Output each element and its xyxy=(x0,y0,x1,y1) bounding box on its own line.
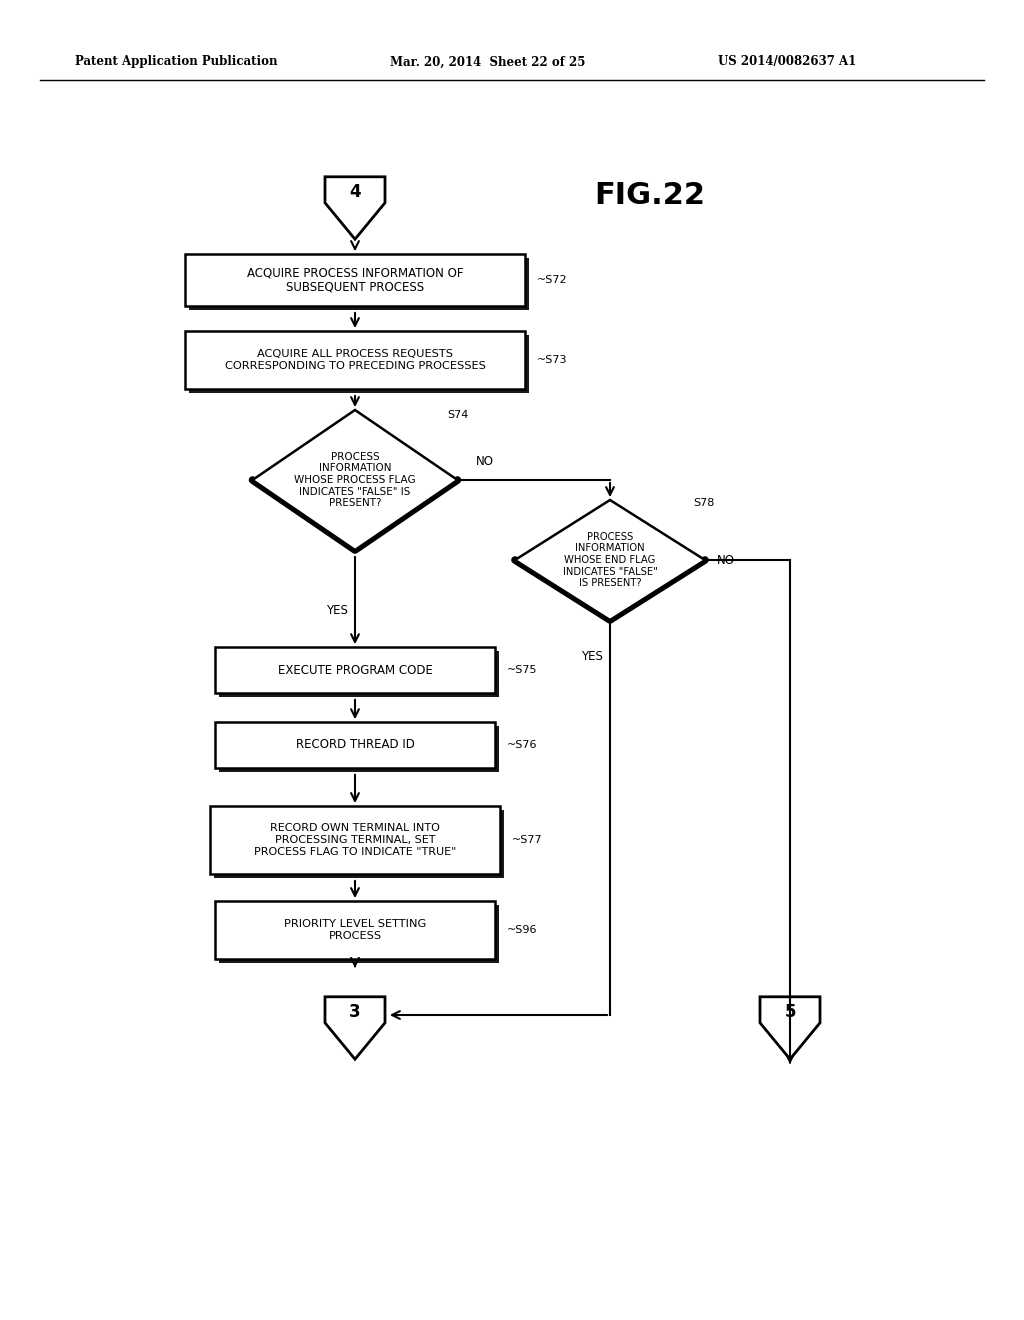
Text: US 2014/0082637 A1: US 2014/0082637 A1 xyxy=(718,55,856,69)
Bar xyxy=(215,722,495,768)
Polygon shape xyxy=(325,997,385,1059)
Text: YES: YES xyxy=(581,649,603,663)
Polygon shape xyxy=(760,997,820,1059)
Polygon shape xyxy=(515,500,705,620)
Bar xyxy=(185,331,525,389)
Text: PROCESS
INFORMATION
WHOSE PROCESS FLAG
INDICATES "FALSE" IS
PRESENT?: PROCESS INFORMATION WHOSE PROCESS FLAG I… xyxy=(294,451,416,508)
Text: ~S73: ~S73 xyxy=(537,355,567,366)
Text: NO: NO xyxy=(717,553,735,566)
Text: Patent Application Publication: Patent Application Publication xyxy=(75,55,278,69)
Text: ~S76: ~S76 xyxy=(507,741,538,750)
Text: 4: 4 xyxy=(349,183,360,202)
Bar xyxy=(185,253,525,306)
Text: PRIORITY LEVEL SETTING
PROCESS: PRIORITY LEVEL SETTING PROCESS xyxy=(284,919,426,941)
Text: YES: YES xyxy=(326,603,348,616)
Text: PROCESS
INFORMATION
WHOSE END FLAG
INDICATES "FALSE"
IS PRESENT?: PROCESS INFORMATION WHOSE END FLAG INDIC… xyxy=(562,532,657,589)
Bar xyxy=(210,807,500,874)
Text: ACQUIRE PROCESS INFORMATION OF
SUBSEQUENT PROCESS: ACQUIRE PROCESS INFORMATION OF SUBSEQUEN… xyxy=(247,267,463,294)
Bar xyxy=(214,810,504,878)
Text: Mar. 20, 2014  Sheet 22 of 25: Mar. 20, 2014 Sheet 22 of 25 xyxy=(390,55,586,69)
Polygon shape xyxy=(253,411,458,550)
Text: RECORD OWN TERMINAL INTO
PROCESSING TERMINAL, SET
PROCESS FLAG TO INDICATE "TRUE: RECORD OWN TERMINAL INTO PROCESSING TERM… xyxy=(254,824,456,857)
Text: 3: 3 xyxy=(349,1003,360,1022)
Bar xyxy=(215,647,495,693)
Text: S74: S74 xyxy=(447,411,469,420)
Text: ~S72: ~S72 xyxy=(537,275,567,285)
Text: ~S96: ~S96 xyxy=(507,925,538,935)
Text: NO: NO xyxy=(475,455,494,469)
Polygon shape xyxy=(325,177,385,239)
Text: 5: 5 xyxy=(784,1003,796,1022)
Bar xyxy=(215,902,495,960)
Text: RECORD THREAD ID: RECORD THREAD ID xyxy=(296,738,415,751)
Bar xyxy=(219,726,499,772)
Bar xyxy=(219,906,499,964)
Text: FIG.22: FIG.22 xyxy=(595,181,706,210)
Bar xyxy=(219,651,499,697)
Text: ~S77: ~S77 xyxy=(512,836,543,845)
Text: ~S75: ~S75 xyxy=(507,665,538,675)
Text: EXECUTE PROGRAM CODE: EXECUTE PROGRAM CODE xyxy=(278,664,432,676)
Bar xyxy=(189,257,529,310)
Text: S78: S78 xyxy=(693,498,715,508)
Text: ACQUIRE ALL PROCESS REQUESTS
CORRESPONDING TO PRECEDING PROCESSES: ACQUIRE ALL PROCESS REQUESTS CORRESPONDI… xyxy=(224,350,485,371)
Bar xyxy=(189,335,529,393)
